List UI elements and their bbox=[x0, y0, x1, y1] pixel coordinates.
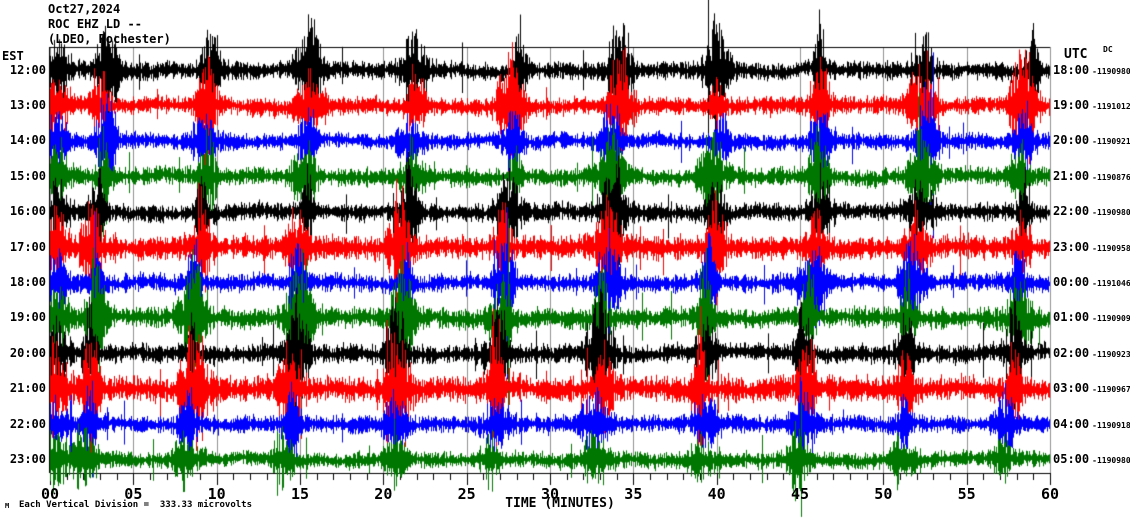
x-tick-label: 25 bbox=[457, 485, 476, 503]
utc-hour-label: 03:00 -1190967 bbox=[1053, 381, 1130, 396]
utc-hour-text: 02:00 bbox=[1053, 345, 1090, 360]
x-tick-label: 40 bbox=[707, 485, 726, 503]
dc-offset-value: -1190918 bbox=[1092, 420, 1130, 430]
est-hour-label: 18:00 bbox=[9, 274, 46, 289]
dc-offset-value: -1190980 bbox=[1092, 455, 1130, 465]
utc-hour-text: 22:00 bbox=[1053, 204, 1090, 219]
utc-hour-text: 04:00 bbox=[1053, 416, 1090, 431]
dc-offset-value: -1190967 bbox=[1092, 385, 1130, 395]
dc-offset-value: -1190921 bbox=[1092, 137, 1130, 147]
utc-hour-text: 01:00 bbox=[1053, 310, 1090, 325]
utc-hour-label: 22:00 -1190980 bbox=[1053, 204, 1130, 219]
utc-hour-text: 21:00 bbox=[1053, 168, 1090, 183]
x-tick-label: 15 bbox=[290, 485, 310, 503]
x-axis-title: TIME (MINUTES) bbox=[505, 496, 615, 511]
dc-offset-value: -1190909 bbox=[1092, 314, 1130, 324]
station-channel-label: ROC EHZ LD -- bbox=[48, 17, 142, 31]
x-tick-label: 05 bbox=[124, 485, 143, 503]
dc-offset-value: -1190923 bbox=[1092, 349, 1130, 359]
est-hour-label: 22:00 bbox=[9, 416, 46, 431]
dc-offset-value: -1190958 bbox=[1092, 243, 1130, 253]
est-hour-label: 23:00 bbox=[9, 451, 46, 466]
utc-hour-text: 03:00 bbox=[1053, 381, 1090, 396]
utc-hour-text: 05:00 bbox=[1053, 451, 1090, 466]
corner-mark: M bbox=[5, 502, 10, 510]
est-hour-label: 15:00 bbox=[9, 168, 46, 183]
x-tick-label: 60 bbox=[1040, 485, 1060, 503]
est-hour-label: 20:00 bbox=[9, 345, 46, 360]
x-tick-label: 20 bbox=[374, 485, 393, 503]
x-tick-label: 30 bbox=[540, 485, 560, 503]
vertical-division-scale-text: Each Vertical Division = 333.33 microvol… bbox=[19, 500, 252, 510]
utc-hour-text: 23:00 bbox=[1053, 239, 1090, 254]
utc-hour-text: 00:00 bbox=[1053, 274, 1090, 289]
x-tick-label: 45 bbox=[790, 485, 810, 503]
dc-offset-value: -1191046 bbox=[1092, 278, 1130, 288]
utc-hour-label: 19:00 -1191012 bbox=[1053, 97, 1130, 112]
utc-hour-text: 19:00 bbox=[1053, 97, 1090, 112]
plot-date: Oct27,2024 bbox=[48, 2, 121, 16]
network-location-label: (LDEO, Rochester) bbox=[48, 32, 171, 46]
dc-offset-value: -1190980 bbox=[1092, 66, 1130, 76]
utc-hour-label: 23:00 -1190958 bbox=[1053, 239, 1130, 254]
x-tick-label: 00 bbox=[40, 485, 60, 503]
utc-hour-label: 18:00 -1190980 bbox=[1053, 62, 1130, 77]
est-hour-label: 19:00 bbox=[9, 310, 46, 325]
utc-hour-label: 00:00 -1191046 bbox=[1053, 274, 1130, 289]
est-hour-label: 13:00 bbox=[9, 97, 46, 112]
dc-offset-value: -1190980 bbox=[1092, 208, 1130, 218]
utc-hour-label: 01:00 -1190909 bbox=[1053, 311, 1130, 324]
utc-hour-text: 18:00 bbox=[1053, 62, 1090, 77]
est-hour-label: 14:00 bbox=[9, 133, 46, 148]
x-tick-label: 50 bbox=[874, 485, 893, 503]
est-hour-label: 16:00 bbox=[9, 204, 46, 219]
utc-hour-label: 02:00 -1190923 bbox=[1053, 345, 1130, 360]
dc-offset-value: -1190876 bbox=[1092, 172, 1130, 182]
x-tick-label: 55 bbox=[957, 485, 976, 503]
utc-hour-label: 04:00 -1190918 bbox=[1053, 416, 1130, 431]
est-hour-label: 21:00 bbox=[9, 381, 46, 396]
est-hour-label: 12:00 bbox=[9, 62, 46, 77]
dc-offset-value: -1191012 bbox=[1092, 101, 1130, 111]
left-timezone-label: EST bbox=[2, 49, 24, 63]
utc-hour-label: 20:00 -1190921 bbox=[1053, 134, 1130, 147]
utc-hour-text: 20:00 bbox=[1053, 133, 1090, 148]
utc-hour-label: 05:00 -1190980 bbox=[1053, 451, 1130, 466]
est-hour-label: 17:00 bbox=[9, 239, 46, 254]
dc-column-label: DC bbox=[1103, 45, 1113, 54]
right-timezone-label: UTC bbox=[1064, 47, 1088, 62]
x-tick-label: 10 bbox=[207, 485, 226, 503]
utc-hour-label: 21:00 -1190876 bbox=[1053, 168, 1130, 183]
x-tick-label: 35 bbox=[624, 485, 643, 503]
